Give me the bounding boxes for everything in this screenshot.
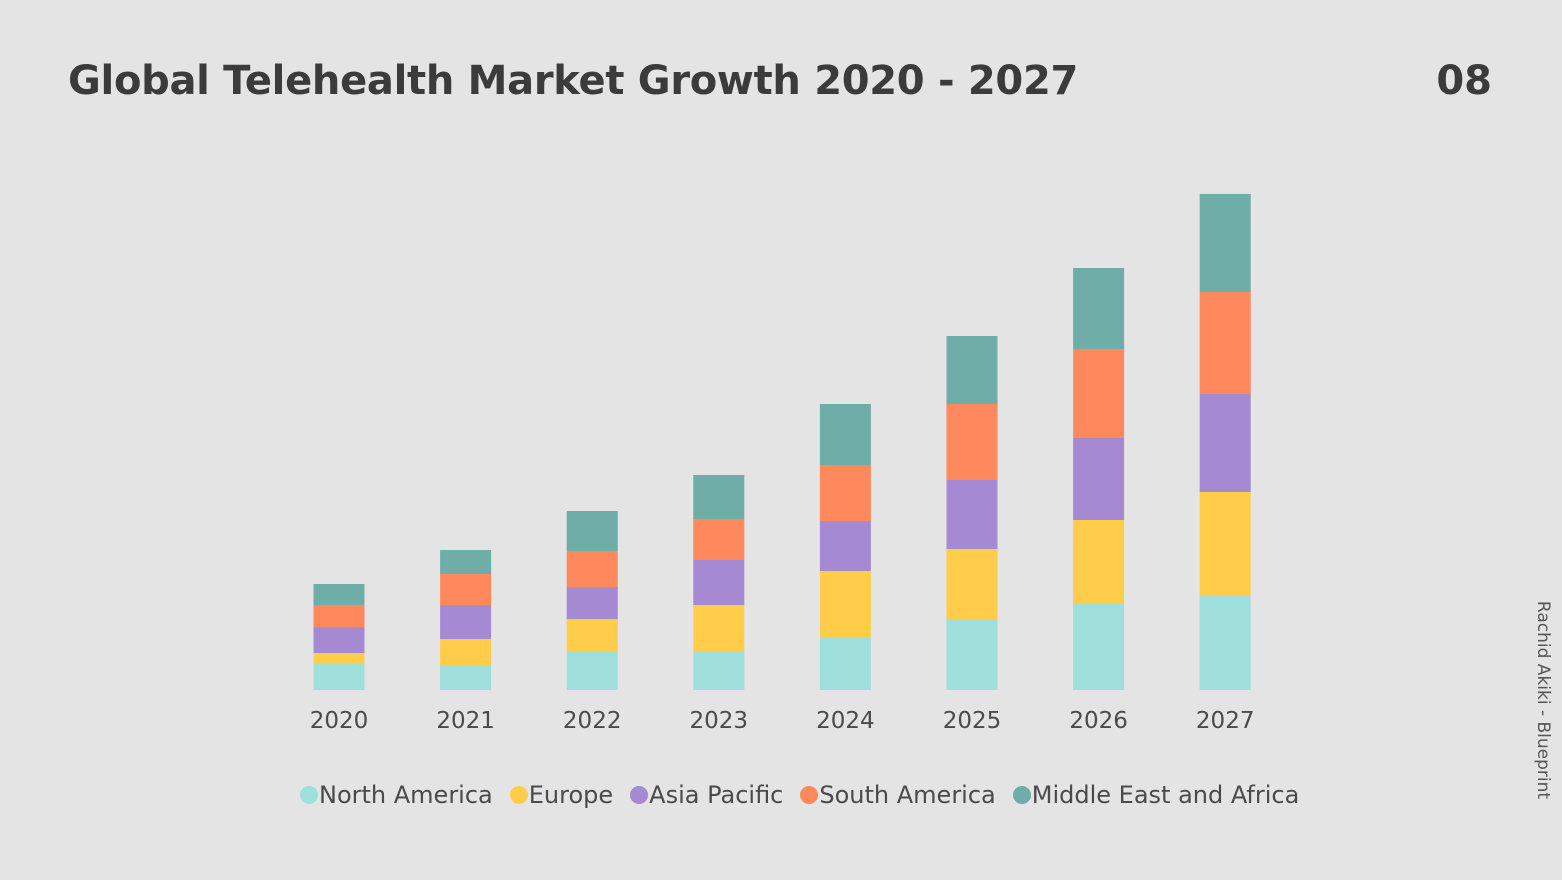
- bar-2025-middle-east-and-africa: [946, 336, 998, 404]
- bar-2021-asia-pacific: [440, 605, 492, 639]
- x-tick-label-2027: 2027: [1196, 708, 1255, 734]
- bar-2024-europe: [819, 571, 871, 638]
- bar-2023-south-america: [693, 519, 745, 560]
- bar-2024-north-america: [819, 638, 871, 690]
- bar-2020-asia-pacific: [313, 627, 365, 653]
- bar-2026-middle-east-and-africa: [1073, 268, 1125, 349]
- bar-2022-asia-pacific: [566, 587, 618, 619]
- bar-2023-middle-east-and-africa: [693, 475, 745, 519]
- legend-item-asia-pacific: Asia Pacific: [630, 781, 783, 809]
- bar-2020-south-america: [313, 605, 365, 627]
- legend-swatch-north-america: [300, 786, 318, 804]
- bar-2027-south-america: [1199, 292, 1251, 394]
- bar-2020-europe: [313, 653, 365, 664]
- bar-2021-north-america: [440, 665, 492, 690]
- bar-2021-south-america: [440, 574, 492, 605]
- bar-2026-europe: [1073, 520, 1125, 604]
- legend-item-middle-east-and-africa: Middle East and Africa: [1012, 781, 1300, 809]
- legend-swatch-south-america: [800, 786, 819, 804]
- bar-2025-asia-pacific: [946, 480, 998, 549]
- bar-2021-middle-east-and-africa: [440, 550, 492, 574]
- x-tick-label-2020: 2020: [310, 708, 369, 734]
- legend-label-north-america: North America: [319, 781, 493, 809]
- legend-item-north-america: North America: [300, 781, 493, 809]
- legend-label-south-america: South America: [819, 781, 996, 809]
- bar-2024-south-america: [819, 465, 871, 521]
- bar-2027-north-america: [1199, 595, 1251, 690]
- bar-2025-south-america: [946, 404, 998, 480]
- x-tick-label-2026: 2026: [1069, 708, 1128, 734]
- legend-label-europe: Europe: [528, 781, 614, 809]
- bar-2023-asia-pacific: [693, 560, 745, 605]
- x-tick-label-2021: 2021: [436, 708, 495, 734]
- legend-swatch-europe: [509, 786, 528, 804]
- credit-text: Rachid Akiki - Blueprint: [1533, 600, 1553, 800]
- chart-title: Global Telehealth Market Growth 2020 - 2…: [68, 58, 1079, 104]
- bar-2026-north-america: [1073, 604, 1125, 690]
- bar-2025-north-america: [946, 619, 998, 690]
- x-tick-label-2025: 2025: [943, 708, 1002, 734]
- bar-2023-europe: [693, 605, 745, 651]
- bar-2026-asia-pacific: [1073, 438, 1125, 520]
- legend-item-europe: Europe: [509, 781, 614, 809]
- bar-2027-europe: [1199, 492, 1251, 595]
- bar-2024-asia-pacific: [819, 521, 871, 571]
- legend-label-middle-east-and-africa: Middle East and Africa: [1031, 781, 1300, 809]
- bar-2021-europe: [440, 639, 492, 665]
- chart-legend: North America Europe Asia Pacific South Ame…: [300, 778, 1316, 812]
- x-tick-label-2023: 2023: [690, 708, 749, 734]
- legend-swatch-middle-east-and-africa: [1012, 786, 1031, 804]
- bar-2022-north-america: [566, 652, 618, 690]
- bar-2022-south-america: [566, 551, 618, 587]
- legend-swatch-asia-pacific: [630, 786, 649, 804]
- bar-2027-asia-pacific: [1199, 394, 1251, 492]
- x-tick-label-2022: 2022: [563, 708, 622, 734]
- bar-2020-middle-east-and-africa: [313, 584, 365, 605]
- bar-2027-middle-east-and-africa: [1199, 194, 1251, 292]
- x-tick-label-2024: 2024: [816, 708, 875, 734]
- bar-2022-europe: [566, 619, 618, 652]
- bar-2024-middle-east-and-africa: [819, 404, 871, 465]
- bar-2025-europe: [946, 549, 998, 619]
- bar-2022-middle-east-and-africa: [566, 511, 618, 551]
- legend-label-asia-pacific: Asia Pacific: [649, 781, 784, 809]
- legend-item-south-america: South America: [800, 781, 996, 809]
- bar-2026-south-america: [1073, 349, 1125, 438]
- page-number: 08: [1436, 58, 1492, 104]
- bar-2023-north-america: [693, 651, 745, 690]
- bar-2020-north-america: [313, 664, 365, 690]
